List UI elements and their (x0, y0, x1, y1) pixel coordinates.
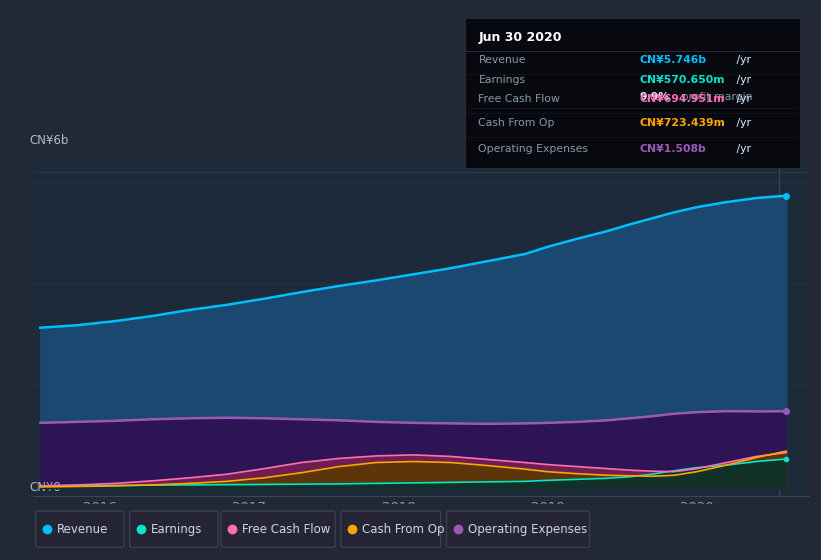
Text: Earnings: Earnings (479, 74, 525, 85)
Text: CN¥5.746b: CN¥5.746b (640, 55, 706, 65)
Text: Free Cash Flow: Free Cash Flow (242, 522, 330, 536)
Text: Operating Expenses: Operating Expenses (479, 143, 589, 153)
Text: Jun 30 2020: Jun 30 2020 (479, 31, 562, 44)
Text: Cash From Op: Cash From Op (362, 522, 444, 536)
Text: Operating Expenses: Operating Expenses (468, 522, 587, 536)
Text: 9.9%: 9.9% (640, 92, 669, 102)
Text: CN¥694.951m: CN¥694.951m (640, 94, 725, 104)
FancyBboxPatch shape (447, 511, 589, 547)
FancyBboxPatch shape (130, 511, 218, 547)
Text: /yr: /yr (733, 143, 751, 153)
FancyBboxPatch shape (35, 511, 124, 547)
Text: CN¥570.650m: CN¥570.650m (640, 74, 725, 85)
Text: Revenue: Revenue (479, 55, 526, 65)
Text: Revenue: Revenue (57, 522, 108, 536)
Text: CN¥6b: CN¥6b (29, 134, 68, 147)
FancyBboxPatch shape (341, 511, 441, 547)
Text: /yr: /yr (733, 74, 751, 85)
Text: Earnings: Earnings (151, 522, 202, 536)
Text: Cash From Op: Cash From Op (479, 118, 555, 128)
Text: CN¥1.508b: CN¥1.508b (640, 143, 706, 153)
Text: /yr: /yr (733, 94, 751, 104)
Text: profit margin: profit margin (677, 92, 752, 102)
Text: CN¥0: CN¥0 (29, 481, 61, 494)
Text: /yr: /yr (733, 55, 751, 65)
FancyBboxPatch shape (221, 511, 335, 547)
Text: /yr: /yr (733, 118, 751, 128)
Text: CN¥723.439m: CN¥723.439m (640, 118, 725, 128)
Text: Free Cash Flow: Free Cash Flow (479, 94, 560, 104)
